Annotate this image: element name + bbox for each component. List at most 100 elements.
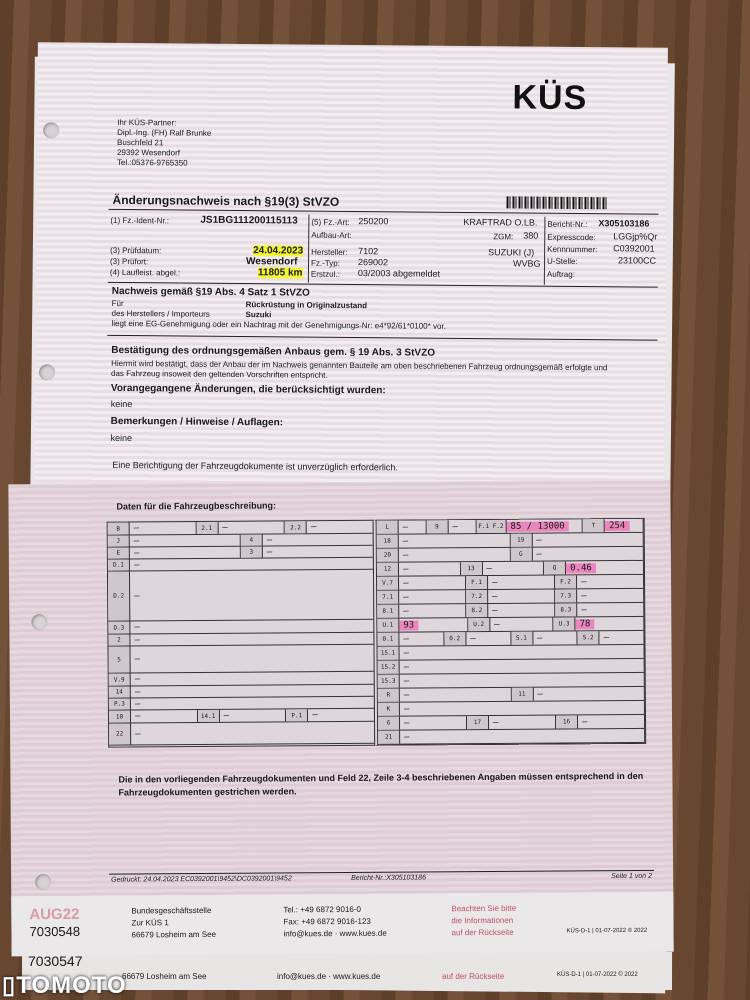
field-label: 8.1 [377,604,400,618]
table-row: 22– [109,721,376,746]
field-value: – [266,546,273,558]
field-label: 15.1 [377,646,400,660]
field-label: 18 [376,534,399,548]
field-value: – [492,591,498,602]
printed-date: Gedruckt: 24.04.2023 EC0392001\9452\DC03… [111,875,292,884]
field-F-1-F-2: F.1 F.2 85 / 13000 [476,519,584,534]
field-label: P.3 [108,698,131,710]
back-sheet-footer: 7030547 66679 Losheim am See info@kues.d… [22,952,672,990]
address-2: 66679 Losheim am See [122,972,207,981]
field-label: 12 [376,562,400,576]
field-14: 14– [108,684,375,698]
table-row: 5– [108,644,375,674]
pruefort-value: Wesendorf [245,256,298,268]
field-label: R [377,688,400,702]
field-value: 85 / 13000 [506,520,569,532]
field-value: – [402,522,409,533]
field-label: 8.2 [466,603,489,618]
field-15-2: 15.2– [377,658,645,674]
field-U-3: U.3 78 [553,616,645,631]
field-label: 3 [240,546,263,558]
field-label: U.1 [377,618,400,632]
field-12: 12– [376,562,461,576]
form-footer: AUG22 7030548 Bundesgeschäftsstelle Zur K… [11,891,674,957]
field-label: 7.1 [377,590,400,604]
daten-title: Daten für die Fahrzeugbeschreibung: [116,500,277,512]
field-label: 2 [108,634,131,646]
express-label: Expresscode: [547,232,596,243]
field-7-2: 7.2– [466,589,556,604]
field-label: 4 [240,534,263,546]
field-B: B – [107,522,197,535]
vehicle-data: (1) Fz.-Ident-Nr.: JS1BG111200115113 (3)… [108,213,659,286]
field-label: 20 [376,548,399,562]
fztyp-label: Fz.-Typ: [310,258,340,268]
bem-title: Bemerkungen / Hinweise / Auflagen: [110,415,284,429]
lower-sheet: Daten für die Fahrzeugbeschreibung: B –2.… [8,479,674,957]
email-web[interactable]: info@kues.de · www.kues.de [283,928,387,939]
field-label: 9 [426,520,449,534]
field-21: 21– [378,728,646,744]
field-value: 0.46 [566,562,596,573]
field-value: – [403,634,409,645]
field-value: 78 [575,618,595,629]
field-value: – [404,718,410,729]
field-value: – [536,549,542,560]
field-L: L – [376,520,427,534]
field-value: – [581,590,587,601]
ustelle-value: 23100CC [618,255,657,266]
left-data-table: B –2.1–2.2– J –4– E –3– D.1– D.2– D.3–2–5– V.9–14… [106,519,377,748]
field-value: – [310,522,317,533]
kenn-label: Kennnummer: [547,244,598,255]
field-label: 14 [108,686,131,698]
field-value: – [404,732,410,743]
field-P-3: P.3– [108,696,375,710]
field-value: – [134,698,141,709]
field-F-2: F.2– [555,574,645,589]
field-3: 3– [240,545,374,558]
field-K: K – [377,700,645,716]
field-16: 16– [555,714,646,729]
field-label: D.2 [107,571,131,621]
vorang-title: Vorangegangene Änderungen, die berücksic… [110,382,386,397]
field-value: 254 [605,520,630,531]
field-label: 0.1 [377,632,400,646]
field-value: – [537,689,543,700]
fuer-value: Rückrüstung in Originalzustand [245,300,368,311]
field-label: S.1 [510,631,533,645]
partner-address: Ihr KÜS-Partner: Dipl.-Ing. (FH) Ralf Br… [117,118,212,169]
field-0-1: 0.1– [377,632,445,646]
field-U-1: U.1 93 [377,618,469,632]
pruefort-label: (3) Prüfort: [109,256,149,267]
field-F-1: F.1– [466,575,556,590]
express-value: LGGjp%Qr [613,231,658,242]
field-label: 10 [108,710,132,723]
field-value: – [470,633,476,644]
punch-hole [35,874,52,891]
field-label: F.1 F.2 [476,519,507,534]
laufleistung-label: (4) Laufleist. abgel.: [109,267,181,278]
field-J: J – [107,534,241,547]
field-value: – [133,547,140,558]
field-G: G – [510,546,644,561]
field-22: 22– [109,721,376,745]
field-value: – [402,550,409,561]
streichung-text: Die in den vorliegenden Fahrzeugdokument… [118,770,644,798]
page-title: Änderungsnachweis nach §19(3) StVZO [112,192,340,209]
bestaetigung-title: Bestätigung des ordnungsgemäßen Anbaus g… [111,344,436,359]
table-row: 21– [378,728,646,745]
page-number: Seite 1 von 2 [611,872,653,881]
field-label: 17 [466,715,490,730]
field-label: 14.1 [197,709,220,723]
laufleistung-value: 11805 km [257,267,303,279]
field-label: U.3 [553,617,576,631]
field-label: P.1 [286,709,309,722]
kues-logo: KÜS [512,78,588,118]
field-value: – [492,605,498,616]
field-value: – [312,710,318,721]
field-V-7: V.7– [377,576,467,590]
field-label: D.3 [108,621,131,634]
field-label: L [376,520,399,534]
field-label: 7.3 [555,589,578,603]
address-line: Bundesgeschäftsstelle [131,905,212,916]
